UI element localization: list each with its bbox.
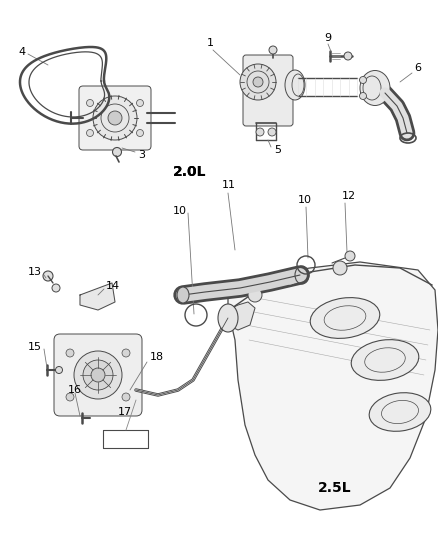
FancyBboxPatch shape [243,55,293,126]
Ellipse shape [369,393,431,431]
Text: 2.5L: 2.5L [318,481,352,495]
Polygon shape [228,302,255,330]
Text: 17: 17 [118,407,132,417]
Circle shape [268,128,276,136]
Text: 10: 10 [298,195,312,205]
Circle shape [66,349,74,357]
Circle shape [43,271,53,281]
Circle shape [52,284,60,292]
Ellipse shape [285,70,305,100]
Text: 10: 10 [173,206,187,216]
Text: 16: 16 [68,385,82,395]
Text: 3: 3 [138,150,145,160]
Ellipse shape [310,297,380,338]
Text: 14: 14 [106,281,120,291]
Text: 18: 18 [150,352,164,362]
Circle shape [122,393,130,401]
Ellipse shape [360,70,390,106]
Text: 13: 13 [28,267,42,277]
Circle shape [74,351,122,399]
Text: 2.0L: 2.0L [173,165,207,179]
Circle shape [360,93,367,100]
Circle shape [344,52,352,60]
Text: 4: 4 [18,47,25,57]
Circle shape [137,100,144,107]
Circle shape [345,251,355,261]
Circle shape [283,271,297,285]
Circle shape [360,77,367,84]
Text: 6: 6 [414,63,421,73]
Circle shape [86,130,93,136]
Ellipse shape [218,304,238,332]
Circle shape [240,64,276,100]
Circle shape [83,360,113,390]
Circle shape [56,367,63,374]
Circle shape [256,128,264,136]
Circle shape [333,261,347,275]
Text: 5: 5 [274,145,281,155]
Text: 1: 1 [207,38,214,48]
Polygon shape [228,262,438,510]
Circle shape [93,96,137,140]
Circle shape [91,368,105,382]
Circle shape [122,349,130,357]
Circle shape [86,100,93,107]
Circle shape [137,130,144,136]
Ellipse shape [351,340,419,381]
Circle shape [66,393,74,401]
Circle shape [113,148,121,157]
Circle shape [248,288,262,302]
Polygon shape [80,283,115,310]
Text: 9: 9 [324,33,331,43]
Circle shape [108,111,122,125]
Text: 11: 11 [222,180,236,190]
Text: 15: 15 [28,342,42,352]
Text: 12: 12 [342,191,356,201]
FancyBboxPatch shape [54,334,142,416]
Text: 2.0L: 2.0L [173,165,207,179]
FancyBboxPatch shape [79,86,151,150]
Circle shape [269,46,277,54]
Ellipse shape [177,287,189,303]
Circle shape [253,77,263,87]
